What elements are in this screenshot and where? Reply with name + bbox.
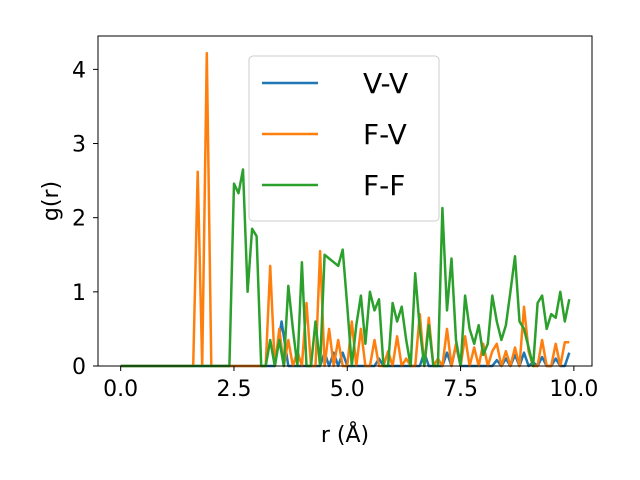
x-tick-label: 2.5 xyxy=(216,377,251,402)
legend: V-V F-V F-F xyxy=(248,55,440,222)
y-tick-label: 2 xyxy=(72,207,86,232)
legend-label-f-v: F-V xyxy=(363,118,407,151)
x-tick-label: 0.0 xyxy=(103,377,138,402)
x-axis-label: r (Å) xyxy=(321,421,369,448)
legend-box xyxy=(248,55,440,222)
x-tick-label: 7.5 xyxy=(443,377,478,402)
y-tick-label: 1 xyxy=(72,281,86,306)
y-tick-label: 4 xyxy=(72,58,86,83)
legend-label-f-f: F-F xyxy=(363,169,405,202)
x-axis: 0.0 2.5 5.0 7.5 10.0 xyxy=(103,366,598,402)
legend-label-v-v: V-V xyxy=(363,67,408,100)
y-axis: 0 1 2 3 4 xyxy=(72,58,98,380)
x-tick-label: 10.0 xyxy=(549,377,598,402)
y-axis-label: g(r) xyxy=(39,181,64,221)
plot-frame xyxy=(97,35,593,367)
y-tick-label: 3 xyxy=(72,133,86,158)
x-tick-label: 5.0 xyxy=(330,377,365,402)
y-tick-label: 0 xyxy=(72,355,86,380)
series-line-f-f xyxy=(120,168,571,368)
